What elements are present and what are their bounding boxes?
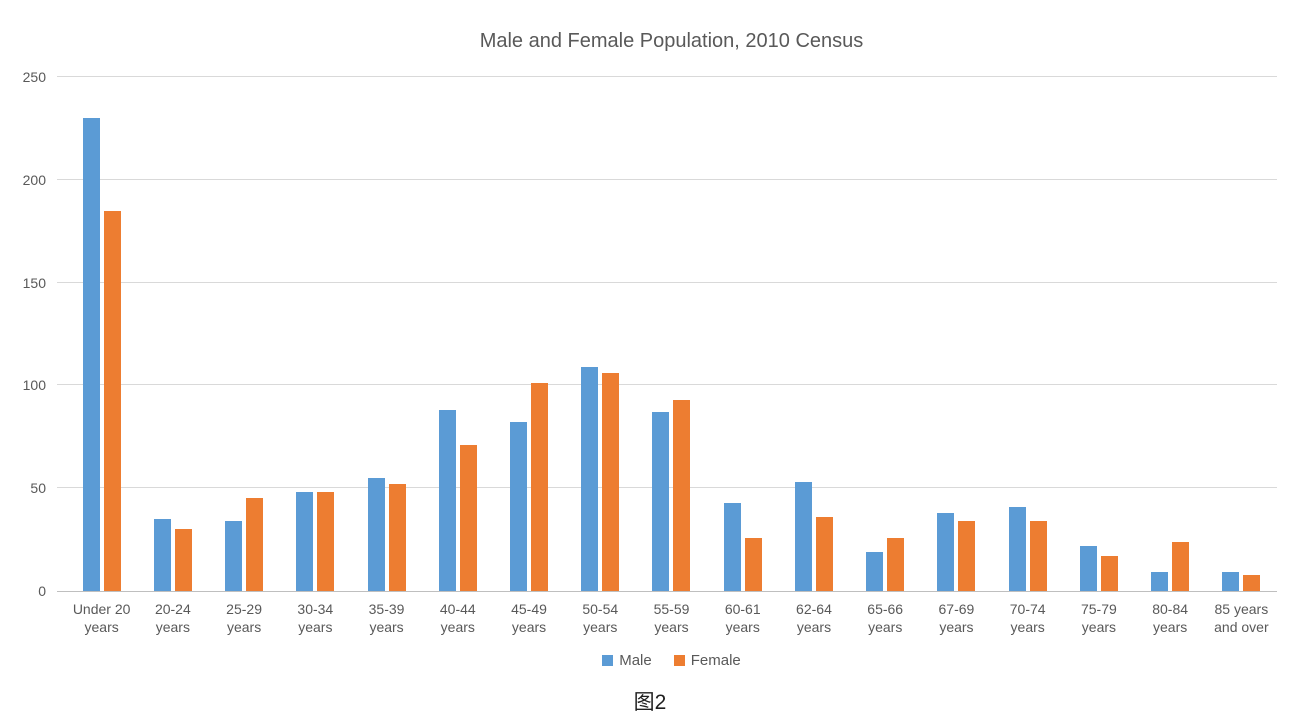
x-tick-label: 40-44 years	[439, 601, 476, 635]
bar-group	[137, 77, 208, 591]
x-tick-label: 60-61 years	[724, 601, 761, 635]
y-tick-label: 100	[22, 377, 46, 394]
legend-swatch-male	[602, 655, 614, 666]
legend-item-male: Male	[602, 652, 652, 669]
bar-male-16	[1222, 572, 1240, 591]
plot-area: 0 50 100 150 200 250 Under 20 years 20-24 years 25…	[23, 69, 1277, 635]
x-tick-label: 35-39 years	[368, 601, 405, 635]
x-tick-label: 67-69 years	[938, 601, 975, 635]
bar-group	[1063, 77, 1134, 591]
bar-male-8	[652, 412, 670, 591]
bar-female-1	[174, 529, 192, 591]
bar-female-3	[317, 492, 335, 591]
bar-male-0	[82, 118, 100, 591]
x-tick-label: 75-79 years	[1080, 601, 1117, 635]
bar-female-9	[744, 538, 762, 591]
x-tick-label: 50-54 years	[582, 601, 619, 635]
x-tick-label: 85 years and over	[1214, 601, 1269, 635]
bar-male-9	[723, 503, 741, 591]
figure-caption: 图2	[633, 691, 667, 714]
bar-female-7	[602, 373, 620, 591]
legend-swatch-female	[673, 655, 685, 666]
bar-female-0	[103, 211, 121, 591]
bar-female-5	[459, 445, 477, 591]
bar-group	[707, 77, 778, 591]
bar-male-15	[1151, 572, 1169, 591]
x-tick-label: 55-59 years	[653, 601, 690, 635]
bar-male-3	[296, 492, 314, 591]
bar-female-10	[815, 517, 833, 591]
bar-group	[1135, 77, 1206, 591]
x-tick-label: Under 20 years	[72, 601, 131, 635]
x-tick-label: 30-34 years	[297, 601, 334, 635]
bar-group	[1206, 77, 1277, 591]
y-tick-label: 50	[30, 480, 46, 497]
bar-group	[921, 77, 992, 591]
bar-female-13	[1029, 521, 1047, 591]
bar-female-6	[531, 383, 549, 591]
chart-legend: Male Female	[66, 652, 1277, 669]
chart-title: Male and Female Population, 2010 Census	[479, 30, 864, 52]
bar-group	[280, 77, 351, 591]
bar-group	[351, 77, 422, 591]
bar-male-14	[1079, 546, 1097, 591]
bar-female-11	[887, 538, 905, 591]
gridline	[57, 178, 1277, 180]
bar-male-12	[937, 513, 955, 591]
x-axis-line	[57, 591, 1277, 592]
gridline	[57, 384, 1277, 386]
bar-group	[208, 77, 279, 591]
bar-male-1	[153, 519, 171, 591]
bar-group	[422, 77, 493, 591]
bar-female-8	[673, 400, 691, 591]
x-tick-label: 80-84 years	[1152, 601, 1189, 635]
bar-group	[778, 77, 849, 591]
y-tick-label: 250	[22, 69, 46, 85]
x-tick-label: 70-74 years	[1009, 601, 1046, 635]
bar-male-13	[1008, 507, 1026, 591]
bar-male-11	[866, 552, 884, 591]
legend-label-male: Male	[619, 652, 652, 669]
x-tick-label: 62-64 years	[796, 601, 832, 635]
x-tick-label: 65-66 years	[867, 601, 904, 635]
bar-male-6	[510, 422, 528, 591]
bar-female-12	[958, 521, 976, 591]
bar-male-7	[581, 367, 599, 591]
bar-male-2	[225, 521, 243, 591]
bar-female-15	[1172, 542, 1190, 591]
x-tick-label: 25-29 years	[226, 601, 262, 635]
bar-group	[850, 77, 921, 591]
bar-group	[493, 77, 564, 591]
bar-female-4	[388, 484, 406, 591]
bar-male-4	[367, 478, 385, 591]
x-tick-label: 45-49 years	[511, 601, 547, 635]
bar-group	[636, 77, 707, 591]
gridline	[57, 76, 1277, 77]
gridline	[57, 281, 1277, 283]
y-tick-label: 0	[38, 583, 46, 599]
bar-female-14	[1100, 556, 1118, 591]
legend-label-female: Female	[690, 652, 741, 669]
legend-item-female: Female	[673, 652, 741, 669]
y-tick-label: 150	[22, 274, 46, 291]
bar-group	[66, 77, 137, 591]
x-tick-label: 20-24 years	[154, 601, 191, 635]
bar-male-10	[794, 482, 812, 591]
bar-group	[565, 77, 636, 591]
bar-male-5	[438, 410, 456, 591]
bar-group	[992, 77, 1063, 591]
bar-female-16	[1243, 575, 1261, 591]
bar-female-2	[246, 498, 264, 591]
y-tick-label: 200	[22, 171, 46, 188]
